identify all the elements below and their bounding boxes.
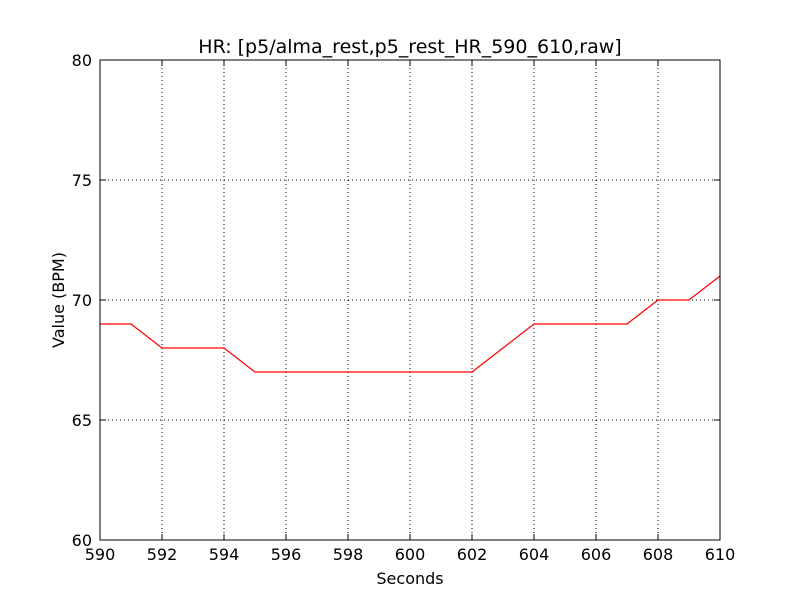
- x-tick-label: 602: [457, 545, 488, 564]
- x-tick-label: 606: [581, 545, 612, 564]
- x-tick-label: 594: [209, 545, 240, 564]
- x-tick-label: 610: [705, 545, 736, 564]
- x-tick-label: 600: [395, 545, 426, 564]
- series-layer: [100, 275, 721, 373]
- y-tick-label: 80: [72, 51, 92, 70]
- y-tick-label: 60: [72, 531, 92, 550]
- x-axis-label: Seconds: [376, 569, 443, 588]
- y-tick-label: 75: [72, 171, 92, 190]
- y-axis-label: Value (BPM): [49, 252, 68, 348]
- x-tick-label: 598: [333, 545, 364, 564]
- x-tick-label: 590: [85, 545, 116, 564]
- x-tick-label: 604: [519, 545, 550, 564]
- ticks: 590 592 594 596 598 600 602 604 606 608 610 60 65 70 7…: [72, 51, 736, 564]
- x-tick-label: 596: [271, 545, 302, 564]
- x-tick-label: 592: [147, 545, 178, 564]
- y-tick-label: 65: [72, 411, 92, 430]
- grid: [100, 60, 720, 540]
- x-tick-label: 608: [643, 545, 674, 564]
- chart-title: HR: [p5/alma_rest,p5_rest_HR_590_610,raw…: [198, 36, 621, 58]
- series-line: [100, 275, 721, 373]
- y-tick-label: 70: [72, 291, 92, 310]
